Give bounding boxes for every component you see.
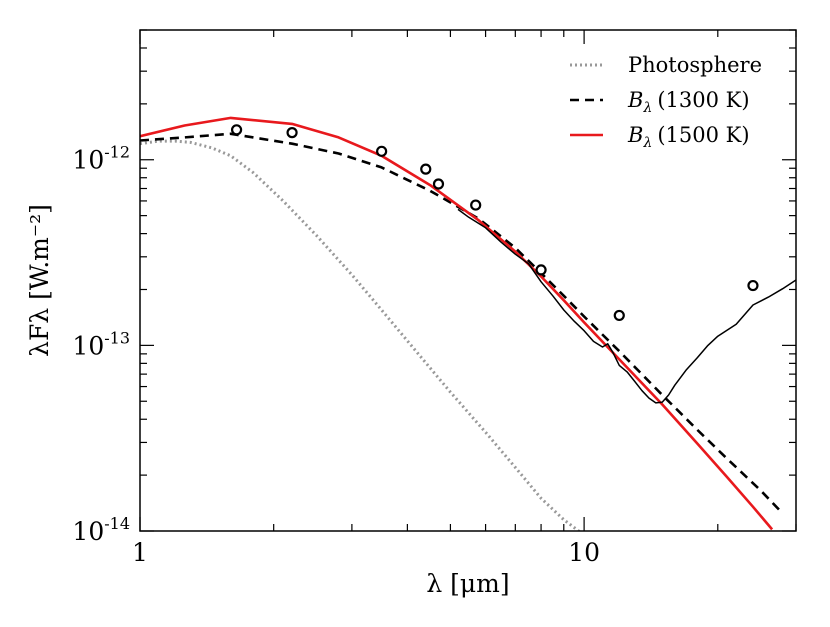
legend-temp: (1500 K) [657,123,749,147]
y-tick-label-base: 10 [72,517,104,546]
photometry-point [230,124,243,136]
y-axis-label: λFλ [W.m⁻²] [25,204,54,357]
series-line-b-lambda-1300k [140,132,781,511]
y-tick-label: 10-14 [72,514,130,546]
photometry-points [230,124,759,322]
legend-temp: (1300 K) [657,88,749,112]
y-tick-label: 10-13 [72,328,130,360]
x-axis-label: λ [μm] [426,569,509,598]
legend-lambda-subscript: λ [642,100,652,116]
legend-label: Bλ (1300 K) [627,88,750,116]
photometry-point [747,279,759,292]
legend-lambda-subscript: λ [642,135,652,151]
legend: Photosphere Bλ (1300 K) Bλ (1500 K) [570,53,762,151]
photometry-point [432,178,445,190]
plot-frame [139,29,797,532]
legend-label: Bλ (1500 K) [627,123,750,151]
y-tick-label-exponent: -13 [104,328,130,347]
photometry-point [535,264,547,276]
photometry-point [613,309,625,322]
y-tick-label: 10-12 [72,143,130,175]
legend-b-symbol: B [627,123,643,147]
y-tick-label-exponent: -12 [104,143,130,162]
y-tick-label-base: 10 [72,146,104,175]
photometry-point [470,199,482,211]
series-layer [140,116,796,531]
series-line-spectrum [457,208,796,404]
legend-label: Photosphere [628,53,762,77]
legend-b-symbol: B [627,88,643,112]
y-tick-label-base: 10 [72,331,104,360]
photometry-point [420,163,432,175]
x-tick-label: 10 [568,538,600,567]
x-tick-label: 1 [132,538,148,567]
photometry-point [376,145,388,157]
y-tick-label-exponent: -14 [104,514,130,533]
photometry-point [286,127,298,139]
